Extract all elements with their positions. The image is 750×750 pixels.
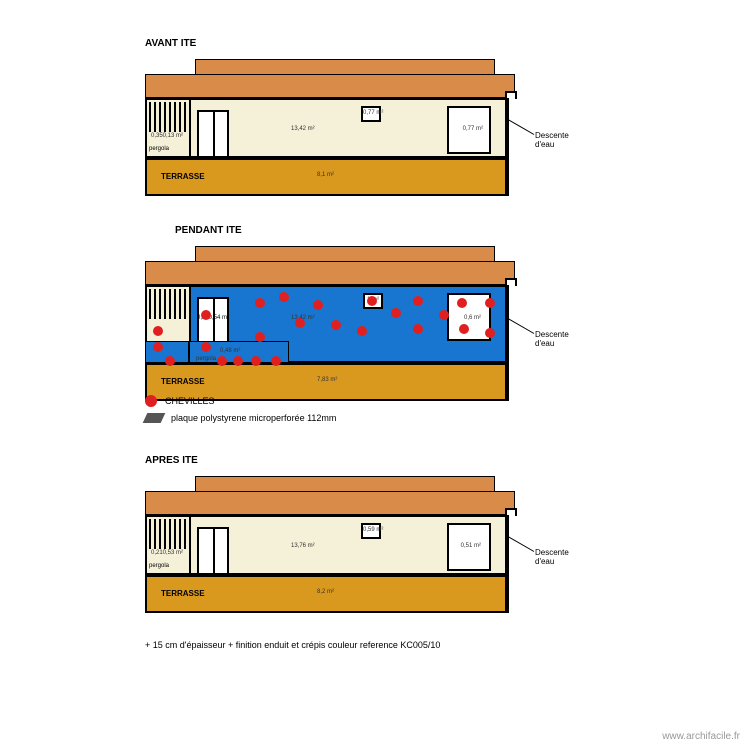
cheville-dot (279, 292, 289, 302)
terrasse-area: 7,83 m² (317, 377, 337, 383)
cheville-dot (457, 298, 467, 308)
main-wall: 13,76 m² 0,59 m² 0,51 m² (191, 517, 505, 573)
drain-line (508, 119, 534, 135)
roof-lower (145, 491, 515, 515)
win2-area: 0,6 m² (464, 315, 481, 321)
cheville-dot (413, 324, 423, 334)
cheville-dot (255, 332, 265, 342)
wall: 0,350,13 m² pergola 13,42 m² 0,77 m² 0,7… (145, 98, 507, 158)
roof-lower (145, 74, 515, 98)
cheville-dot (367, 296, 377, 306)
cheville-dot (357, 326, 367, 336)
cheville-icon (145, 395, 157, 407)
terrasse: TERRASSE 8,2 m² (145, 575, 507, 613)
terrasse-label: TERRASSE (161, 377, 205, 386)
cheville-dot (153, 342, 163, 352)
drain-pipe (507, 98, 509, 196)
plaque-icon (143, 413, 166, 423)
cheville-dot (233, 356, 243, 366)
legend-plaque-label: plaque polystyrene microperforée 112mm (171, 413, 336, 423)
title-apres: APRES ITE (145, 455, 198, 466)
terrasse: TERRASSE 8,1 m² (145, 158, 507, 196)
pergola-label: pergola (196, 356, 216, 362)
drain-line (508, 536, 534, 552)
cheville-dot (165, 356, 175, 366)
terrasse-label: TERRASSE (161, 172, 205, 181)
legend: CHEVILLES plaque polystyrene microperfor… (145, 395, 336, 429)
cheville-dot (295, 318, 305, 328)
main-area: 13,76 m² (291, 543, 315, 549)
win2-area: 0,51 m² (461, 543, 481, 549)
cheville-dot (485, 328, 495, 338)
cheville-dot (313, 300, 323, 310)
cheville-dot (201, 310, 211, 320)
cheville-dot (413, 296, 423, 306)
cheville-dot (255, 298, 265, 308)
cheville-dot (439, 310, 449, 320)
cheville-dot (459, 324, 469, 334)
legend-chevilles: CHEVILLES (145, 395, 336, 407)
pergola-label: pergola (149, 563, 169, 569)
cheville-dot (485, 298, 495, 308)
cheville-dot (391, 308, 401, 318)
section-apres: APRES ITE 0,210,53 m² pergola 13,76 m² 0… (145, 455, 198, 476)
pergola-stripes (149, 289, 187, 319)
drain-line (508, 318, 534, 334)
cheville-dot (271, 356, 281, 366)
cheville-dot (201, 342, 211, 352)
watermark: www.archifacile.fr (662, 731, 740, 742)
pergola-stripes (149, 519, 187, 549)
main-area: 13,42 m² (291, 126, 315, 132)
door (197, 297, 229, 345)
drain-label: Descente d'eau (535, 131, 569, 149)
main-wall: 13,42 m² 0,77 m² 0,77 m² (191, 100, 505, 156)
note: + 15 cm d'épaisseur + finition enduit et… (145, 640, 440, 650)
section-pendant: PENDANT ITE 13,42 m² 0,290,54 m² 1 m² 0,… (145, 225, 242, 246)
roof-lower (145, 261, 515, 285)
pergola: 0,350,13 m² pergola (147, 100, 191, 156)
drain-pipe (507, 285, 509, 401)
pergola: 0,210,53 m² pergola (147, 517, 191, 573)
section-avant: AVANT ITE 0,350,13 m² pergola 13,42 m² 0… (145, 38, 196, 59)
win1-area: 0,59 m² (363, 527, 383, 533)
cheville-dot (251, 356, 261, 366)
door (197, 110, 229, 158)
pergola-label: pergola (149, 146, 169, 152)
wall: 0,210,53 m² pergola 13,76 m² 0,59 m² 0,5… (145, 515, 507, 575)
terrasse-area: 8,1 m² (317, 172, 334, 178)
terrasse-label: TERRASSE (161, 589, 205, 598)
drain-label: Descente d'eau (535, 548, 569, 566)
title-pendant: PENDANT ITE (175, 225, 242, 236)
drain-�pipe (507, 515, 509, 613)
door (197, 527, 229, 575)
cheville-dot (217, 356, 227, 366)
win1-area: 0,77 m² (363, 110, 383, 116)
pergola-area-label: 0,350,13 m² (151, 133, 183, 139)
legend-plaque: plaque polystyrene microperforée 112mm (145, 413, 336, 423)
win2-area: 0,77 m² (463, 126, 483, 132)
cheville-dot (331, 320, 341, 330)
drain-label: Descente d'eau (535, 330, 569, 348)
mid-area: 0,48 m² (220, 348, 240, 354)
pergola-area-label: 0,210,53 m² (151, 550, 183, 556)
title-avant: AVANT ITE (145, 38, 196, 49)
legend-chevilles-label: CHEVILLES (165, 396, 215, 406)
pergola-stripes (149, 102, 187, 132)
terrasse-area: 8,2 m² (317, 589, 334, 595)
cheville-dot (153, 326, 163, 336)
